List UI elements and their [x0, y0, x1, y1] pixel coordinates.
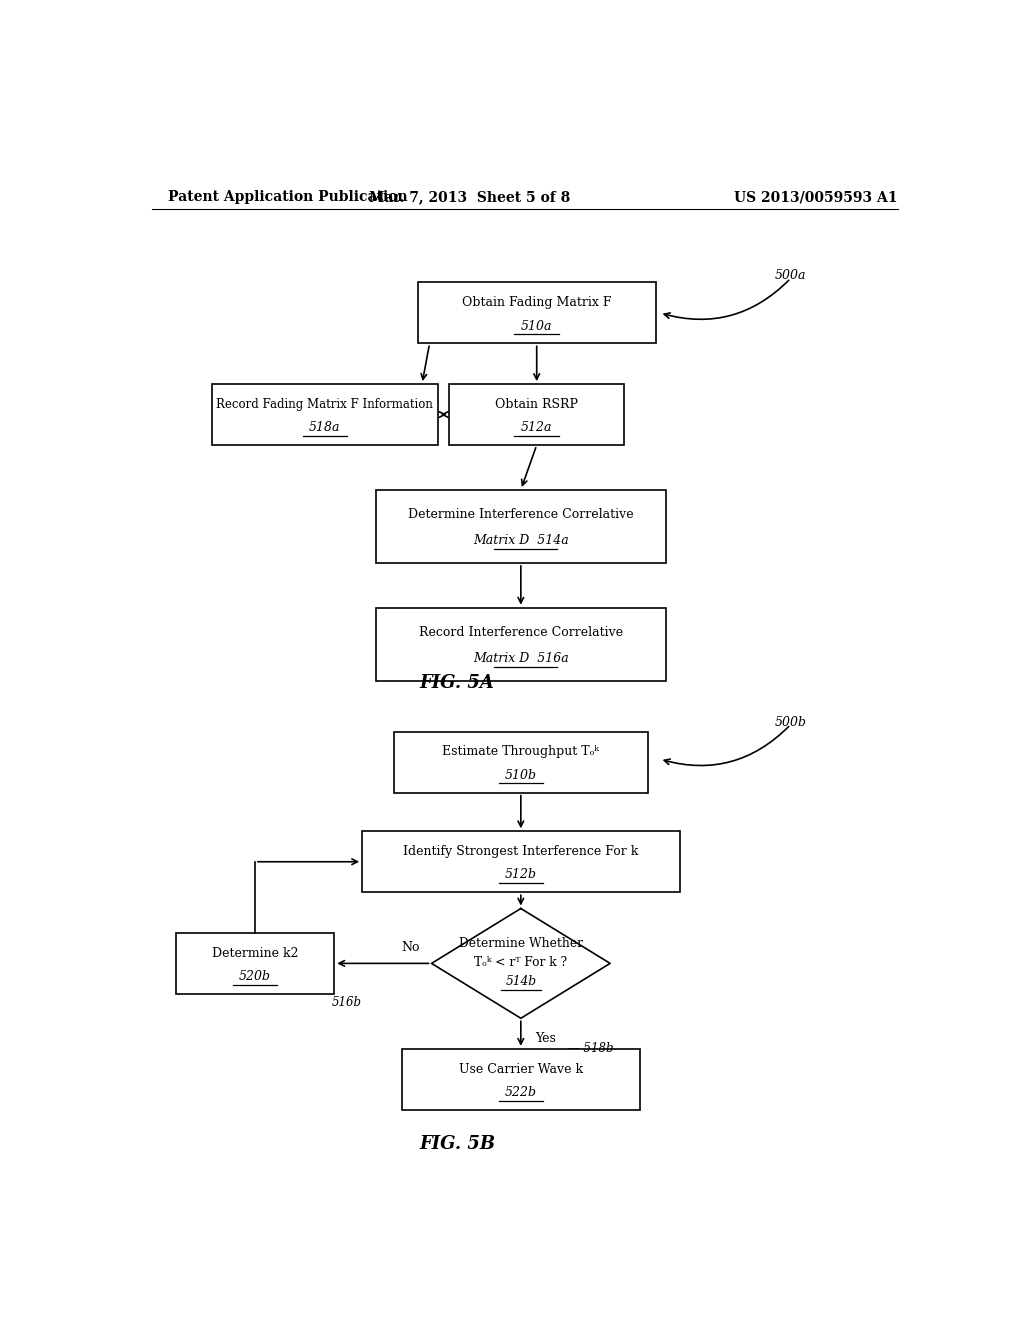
Text: 520b: 520b: [239, 970, 271, 983]
FancyBboxPatch shape: [176, 933, 334, 994]
Text: Obtain RSRP: Obtain RSRP: [496, 397, 579, 411]
Text: Estimate Throughput Tₒᵏ: Estimate Throughput Tₒᵏ: [442, 746, 599, 759]
Text: Identify Strongest Interference For k: Identify Strongest Interference For k: [403, 845, 639, 858]
Text: 510b: 510b: [505, 768, 537, 781]
FancyBboxPatch shape: [376, 490, 666, 562]
FancyBboxPatch shape: [401, 1049, 640, 1110]
Text: Use Carrier Wave k: Use Carrier Wave k: [459, 1063, 583, 1076]
Text: 512b: 512b: [505, 869, 537, 882]
FancyBboxPatch shape: [376, 607, 666, 681]
Text: No: No: [400, 941, 420, 953]
Text: Determine Whether: Determine Whether: [459, 937, 583, 949]
Text: 514b: 514b: [505, 975, 537, 989]
Text: Mar. 7, 2013  Sheet 5 of 8: Mar. 7, 2013 Sheet 5 of 8: [369, 190, 570, 205]
Text: FIG. 5B: FIG. 5B: [419, 1135, 496, 1154]
Text: 522b: 522b: [505, 1086, 537, 1100]
Text: 518a: 518a: [309, 421, 341, 434]
Text: — 518b: — 518b: [568, 1043, 614, 1055]
Text: 500b: 500b: [774, 715, 807, 729]
FancyBboxPatch shape: [450, 384, 624, 445]
Text: 512a: 512a: [521, 421, 553, 434]
Text: Determine Interference Correlative: Determine Interference Correlative: [408, 508, 634, 520]
FancyBboxPatch shape: [394, 731, 648, 792]
Text: Obtain Fading Matrix F: Obtain Fading Matrix F: [462, 296, 611, 309]
Text: Matrix D  514a: Matrix D 514a: [473, 535, 568, 546]
FancyBboxPatch shape: [362, 832, 680, 892]
Text: Tₒᵏ < rᵀ For k ?: Tₒᵏ < rᵀ For k ?: [474, 956, 567, 969]
Text: Patent Application Publication: Patent Application Publication: [168, 190, 408, 205]
Text: Determine k2: Determine k2: [212, 946, 298, 960]
Text: 510a: 510a: [521, 319, 553, 333]
Text: FIG. 5A: FIG. 5A: [420, 675, 495, 692]
Text: US 2013/0059593 A1: US 2013/0059593 A1: [734, 190, 898, 205]
Text: 500a: 500a: [775, 269, 807, 281]
FancyBboxPatch shape: [212, 384, 438, 445]
Text: Matrix D  516a: Matrix D 516a: [473, 652, 568, 665]
Text: Record Fading Matrix F Information: Record Fading Matrix F Information: [216, 397, 433, 411]
Text: 516b: 516b: [331, 995, 361, 1008]
Polygon shape: [431, 908, 610, 1018]
Text: Yes: Yes: [536, 1032, 556, 1045]
Text: Record Interference Correlative: Record Interference Correlative: [419, 626, 623, 639]
FancyBboxPatch shape: [418, 282, 655, 343]
